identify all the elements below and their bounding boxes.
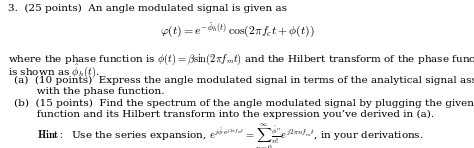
Text: 3.  (25 points)  An angle modulated signal is given as: 3. (25 points) An angle modulated signal… [8, 4, 287, 13]
Text: where the phase function is $\phi(t) = \beta\sin(2\pi f_m t)$ and the Hilbert tr: where the phase function is $\phi(t) = \… [8, 52, 474, 67]
Text: $\mathbf{Hint:}$  Use the series expansion, $e^{j\hat{\phi}\,e^{j2\pi f_m t}} = : $\mathbf{Hint:}$ Use the series expansio… [14, 122, 424, 148]
Text: $\varphi(t) = e^{-\hat{\phi}_h(t)}\,\cos(2\pi f_c t + \phi(t))$: $\varphi(t) = e^{-\hat{\phi}_h(t)}\,\cos… [160, 20, 314, 39]
Text: function and its Hilbert transform into the expression you’ve derived in (a).: function and its Hilbert transform into … [14, 110, 434, 119]
Text: is shown as $\hat{\phi}_h(t)$.: is shown as $\hat{\phi}_h(t)$. [8, 63, 100, 80]
Text: (b)  (15 points)  Find the spectrum of the angle modulated signal by plugging th: (b) (15 points) Find the spectrum of the… [14, 99, 474, 108]
Text: with the phase function.: with the phase function. [14, 87, 164, 96]
Text: (a)  (10 points)  Express the angle modulated signal in terms of the analytical : (a) (10 points) Express the angle modula… [14, 76, 474, 85]
